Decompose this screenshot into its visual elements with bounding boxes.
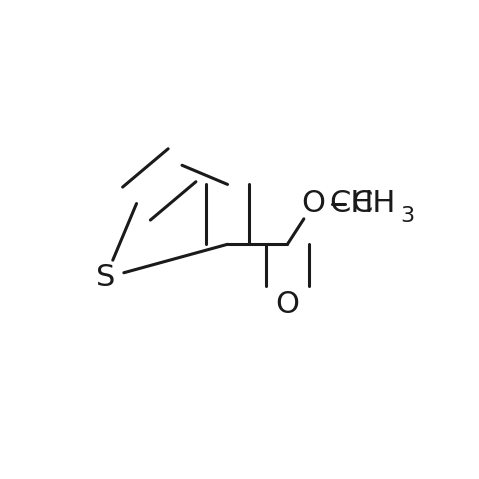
Text: CH: CH	[352, 189, 396, 218]
Text: O: O	[302, 189, 326, 218]
Text: S: S	[96, 263, 115, 292]
Text: O: O	[275, 290, 299, 319]
Text: 3: 3	[400, 205, 414, 226]
Text: CH: CH	[329, 189, 374, 218]
